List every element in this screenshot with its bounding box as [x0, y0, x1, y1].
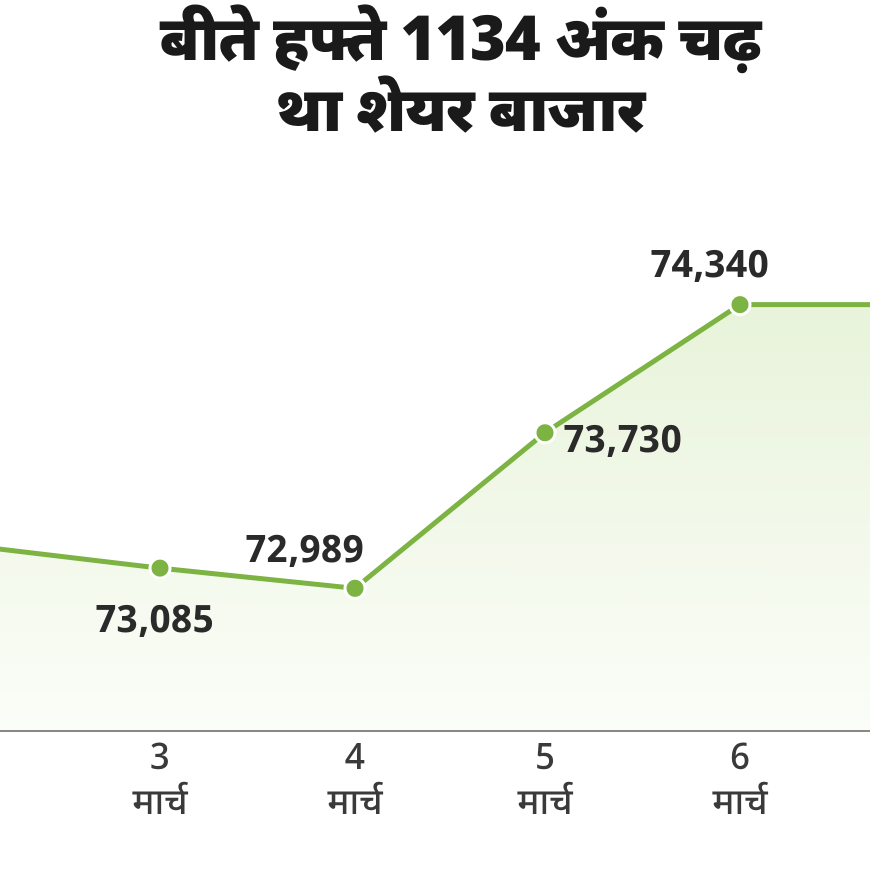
x-tick-month: मार्च: [517, 783, 572, 828]
area-fill: [0, 305, 870, 730]
line-chart-svg: [0, 210, 870, 770]
data-marker: [150, 558, 170, 578]
title-line-2: था शेयर बाजार: [50, 81, 870, 152]
x-axis-tick: 3मार्च: [132, 738, 187, 828]
x-tick-month: मार्च: [712, 783, 767, 828]
x-tick-day: 3: [132, 738, 187, 783]
data-marker: [730, 295, 750, 315]
x-axis-line: [0, 730, 870, 732]
x-axis-tick: 4मार्च: [327, 738, 382, 828]
data-marker: [535, 423, 555, 443]
title-line-1: बीते हफ्ते 1134 अंक चढ़: [50, 10, 870, 81]
x-tick-day: 5: [517, 738, 572, 783]
chart-area: 3मार्च4मार्च5मार्च6मार्च 9873,08572,9897…: [0, 210, 870, 870]
x-axis-tick: 6मार्च: [712, 738, 767, 828]
x-axis: 3मार्च4मार्च5मार्च6मार्च: [0, 738, 870, 870]
data-marker: [345, 578, 365, 598]
value-label: 73,730: [563, 418, 682, 468]
value-label: 73,085: [95, 598, 214, 648]
value-label: 72,989: [245, 528, 364, 578]
chart-title: बीते हफ्ते 1134 अंक चढ़ था शेयर बाजार: [50, 10, 870, 153]
value-label: 74,340: [650, 243, 769, 293]
x-tick-day: 6: [712, 738, 767, 783]
x-axis-tick: 5मार्च: [517, 738, 572, 828]
x-tick-month: मार्च: [327, 783, 382, 828]
x-tick-month: मार्च: [132, 783, 187, 828]
x-tick-day: 4: [327, 738, 382, 783]
